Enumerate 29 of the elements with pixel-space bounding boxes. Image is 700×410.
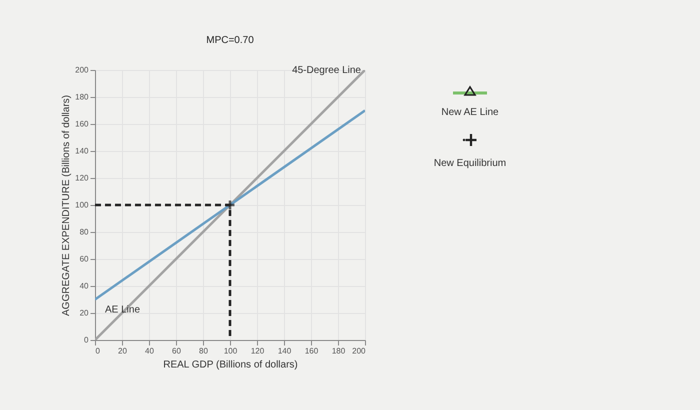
y-tick-label: 200 xyxy=(75,66,90,74)
y-tick-label: 120 xyxy=(75,174,90,182)
y-tick-label: 0 xyxy=(84,336,90,344)
x-tick-label: 100 xyxy=(224,346,238,356)
x-tick-label: 40 xyxy=(145,346,154,356)
y-tick-label: 180 xyxy=(75,92,90,102)
text: New Equilibrium xyxy=(432,158,508,169)
x-tick-label: 20 xyxy=(118,346,128,356)
chart-title: MPC=0.70 xyxy=(206,35,254,46)
y-tick-label: 100 xyxy=(75,200,90,210)
x-tick-label: 120 xyxy=(250,346,265,356)
y-tick-label: 20 xyxy=(80,308,90,318)
y-tick-label: 160 xyxy=(75,120,90,128)
x-tick-label: 0 xyxy=(96,346,100,356)
x-tick-label: 160 xyxy=(304,346,319,356)
y-tick-label: 60 xyxy=(80,254,90,264)
x-tick-label: 80 xyxy=(199,346,208,356)
x-tick-label: 60 xyxy=(172,346,182,356)
x-tick-label: 200 xyxy=(352,346,366,356)
series-label: AE Line xyxy=(105,304,140,316)
y-tick-label: 140 xyxy=(75,146,90,156)
x-tick-label: 140 xyxy=(278,346,292,356)
y-axis-title: AGGREGATE EXPENDITURE (Billions of dollars) xyxy=(61,95,72,316)
series-label: 45-Degree Line xyxy=(292,65,362,76)
x-axis-title: REAL GDP (Billions of dollars) xyxy=(163,360,298,370)
text: New AE Line xyxy=(440,107,500,118)
y-tick-label: 80 xyxy=(80,228,90,236)
y-tick-label: 40 xyxy=(80,282,90,290)
x-tick-label: 180 xyxy=(332,346,346,356)
